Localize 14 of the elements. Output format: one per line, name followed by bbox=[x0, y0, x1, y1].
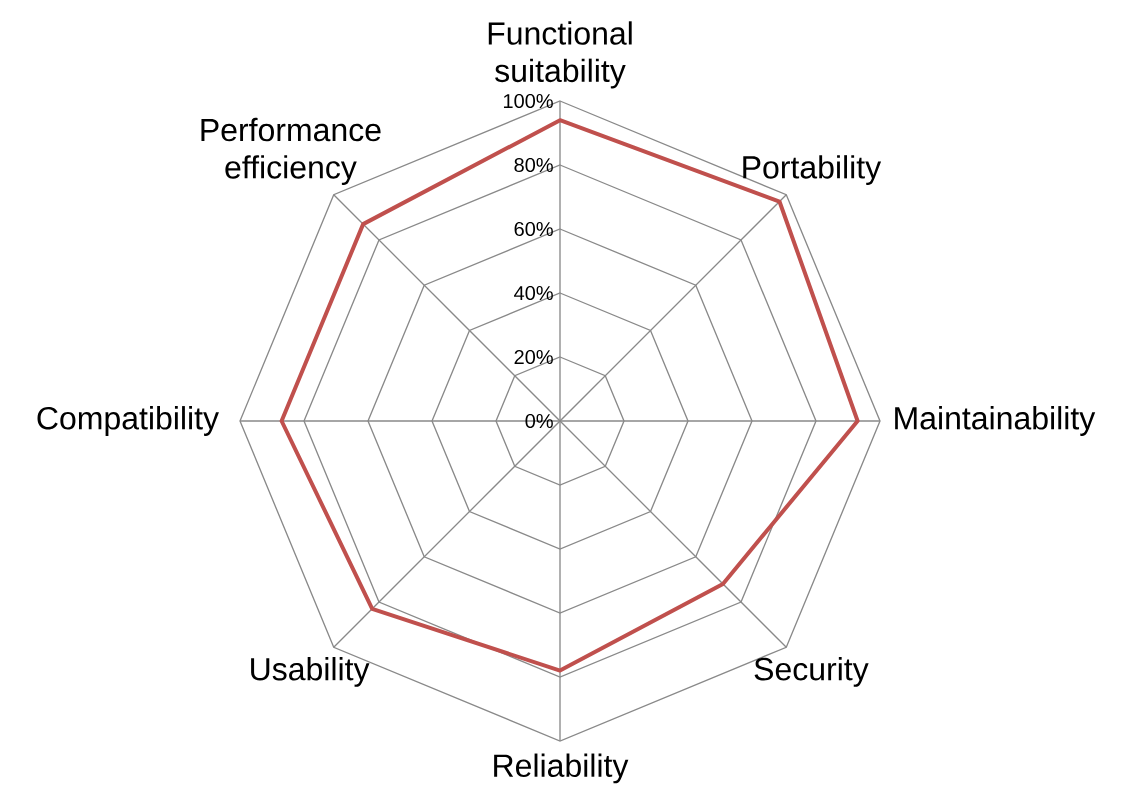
y-tick-label: 100% bbox=[503, 93, 553, 109]
y-tick-label: 40% bbox=[514, 285, 553, 301]
spoke-label: Usability bbox=[251, 656, 370, 687]
spoke-label: Compatibility bbox=[37, 406, 219, 436]
y-tick-label: 60% bbox=[514, 221, 553, 237]
spoke-label: Maintainability bbox=[895, 406, 1096, 436]
spoke-label: Reliability bbox=[494, 753, 629, 784]
y-tick-label: 0% bbox=[525, 413, 553, 429]
spoke-label: Performance efficiency bbox=[201, 117, 381, 185]
spoke-label: Security bbox=[754, 656, 869, 687]
spoke-label: Portability bbox=[743, 155, 882, 185]
y-tick-label: 20% bbox=[514, 349, 553, 365]
spoke-label: Functional suitability bbox=[488, 21, 632, 89]
y-tick-label: 80% bbox=[514, 157, 553, 173]
